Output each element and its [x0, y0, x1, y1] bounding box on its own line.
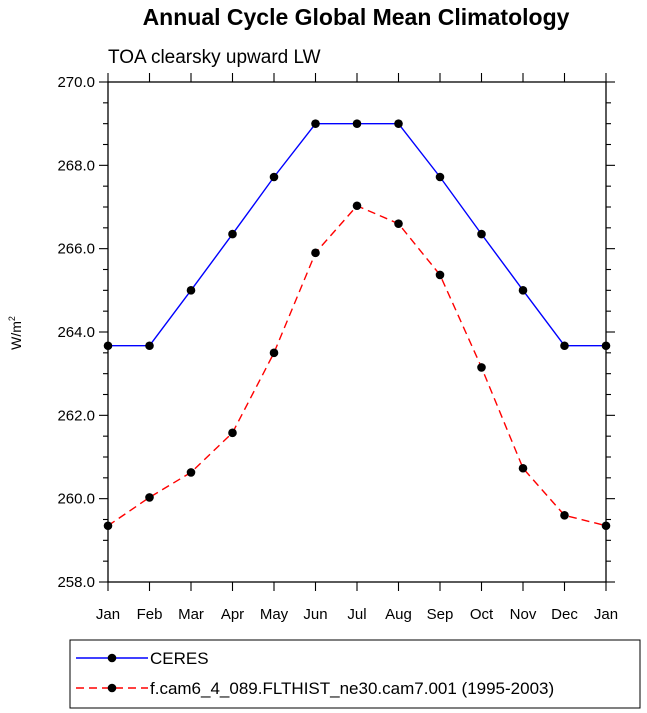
y-axis-label: W/m2	[7, 316, 24, 350]
data-point	[311, 119, 320, 128]
data-point	[560, 341, 569, 351]
legend-items: CERES f.cam6_4_089.FLTHIST_ne30.cam7.001 …	[76, 649, 554, 698]
data-point	[477, 229, 486, 239]
x-tick-label: Jan	[594, 606, 618, 623]
legend-marker	[107, 683, 117, 693]
data-point	[186, 468, 196, 477]
data-point	[269, 172, 279, 182]
data-point	[560, 511, 569, 520]
data-point	[352, 201, 362, 211]
chart-title: Annual Cycle Global Mean Climatology	[143, 4, 570, 30]
y-tick-labels: 258.0 260.0 262.0 264.0 266.0 268.0 270.0	[57, 74, 95, 591]
data-point	[145, 493, 154, 502]
series-1	[103, 119, 611, 351]
data-point	[145, 341, 154, 351]
legend-box	[69, 639, 641, 709]
y-axis-label-unit: W/m	[8, 321, 24, 350]
x-tick-label: Dec	[551, 606, 578, 623]
data-point	[477, 363, 486, 372]
y-tick-label: 258.0	[57, 574, 95, 591]
y-tick-label: 262.0	[57, 407, 95, 424]
series-line	[108, 122, 606, 347]
data-point	[518, 463, 528, 473]
axis-ticks	[99, 73, 615, 591]
x-tick-label: Aug	[385, 606, 412, 623]
y-axis-label-superscript: 2	[7, 316, 17, 321]
data-point	[228, 229, 237, 239]
x-tick-label: Oct	[470, 606, 494, 623]
x-tick-label: Jan	[96, 606, 120, 623]
y-tick-label: 264.0	[57, 324, 95, 341]
data-point	[352, 119, 362, 128]
x-tick-label: Nov	[510, 606, 537, 623]
data-point	[394, 219, 403, 228]
y-tick-label: 260.0	[57, 491, 95, 508]
data-point	[186, 286, 196, 295]
x-tick-label: May	[260, 606, 289, 623]
data-point	[435, 270, 445, 280]
x-tick-label: Jun	[303, 606, 327, 623]
data-point	[311, 248, 320, 258]
legend-marker	[107, 653, 117, 663]
plot-frame	[107, 81, 607, 583]
x-tick-label: Jul	[347, 606, 366, 623]
data-series	[103, 119, 611, 531]
data-point	[518, 286, 528, 295]
y-tick-label: 270.0	[57, 74, 95, 91]
x-tick-label: Mar	[178, 606, 204, 623]
x-tick-label: Apr	[221, 606, 244, 623]
series-2	[103, 201, 611, 531]
data-point	[269, 348, 279, 358]
data-point	[228, 428, 237, 438]
y-tick-label: 268.0	[57, 157, 95, 174]
x-tick-label: Sep	[427, 606, 454, 623]
legend: CERES f.cam6_4_089.FLTHIST_ne30.cam7.001 …	[69, 639, 641, 709]
x-tick-label: Feb	[137, 606, 163, 623]
chart-subtitle: TOA clearsky upward LW	[108, 47, 321, 68]
data-point	[394, 119, 403, 128]
legend-label: CERES	[150, 649, 209, 668]
legend-label: f.cam6_4_089.FLTHIST_ne30.cam7.001 (1995…	[150, 679, 554, 698]
data-point	[435, 172, 445, 182]
x-tick-labels: Jan Feb Mar Apr May Jun Jul Aug Sep Oct Nov Dec Jan	[96, 606, 618, 623]
y-tick-label: 266.0	[57, 241, 95, 258]
series-line	[107, 204, 607, 527]
